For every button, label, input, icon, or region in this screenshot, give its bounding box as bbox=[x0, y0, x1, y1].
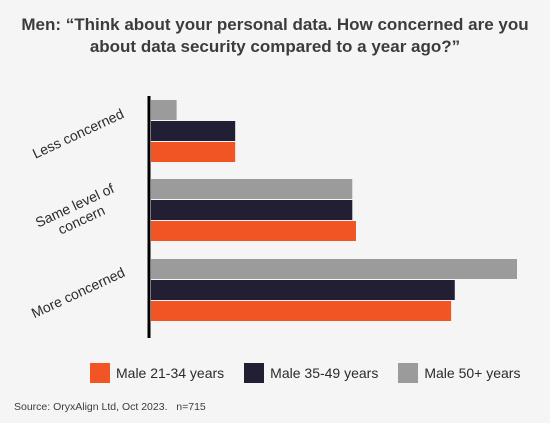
legend-item-male-35-49: Male 35-49 years bbox=[244, 363, 378, 383]
category-label-same-level-of-concern: Same level ofconcern bbox=[33, 180, 123, 245]
category-label-less-concerned: Less concerned bbox=[30, 105, 126, 161]
source-text: Source: OryxAlign Ltd, Oct 2023. bbox=[14, 401, 168, 413]
sample-size: n=715 bbox=[176, 401, 206, 413]
legend-label-male-35-49: Male 35-49 years bbox=[270, 365, 379, 381]
chart-title-line-2: about data security compared to a year a… bbox=[89, 37, 461, 56]
bar-less-concerned-male-50-years bbox=[151, 100, 177, 120]
category-label-more-concerned: More concerned bbox=[29, 264, 127, 321]
legend-item-male-50-plus: Male 50+ years bbox=[398, 363, 520, 383]
chart-title: Men: “Think about your personal data. Ho… bbox=[0, 14, 550, 58]
bar-group-more-concerned bbox=[151, 259, 517, 321]
bar-group-less-concerned bbox=[151, 100, 236, 162]
legend-label-male-21-34: Male 21-34 years bbox=[116, 365, 225, 381]
chart-legend: Male 21-34 years Male 35-49 years Male 5… bbox=[90, 363, 540, 383]
bar-more-concerned-male-21-34-years bbox=[151, 301, 452, 321]
bar-more-concerned-male-35-49-years bbox=[151, 280, 455, 300]
bar-group-same-level-of-concern bbox=[151, 179, 356, 241]
legend-swatch-male-35-49 bbox=[244, 363, 265, 383]
bar-same-level-of-concern-male-35-49-years bbox=[151, 200, 353, 220]
bar-less-concerned-male-21-34-years bbox=[151, 142, 236, 162]
legend-swatch-male-50-plus bbox=[398, 363, 419, 383]
bar-more-concerned-male-50-years bbox=[151, 259, 517, 279]
source-note: Source: OryxAlign Ltd, Oct 2023. n=715 bbox=[14, 401, 206, 413]
bar-same-level-of-concern-male-21-34-years bbox=[151, 221, 356, 241]
bar-same-level-of-concern-male-50-years bbox=[151, 179, 353, 199]
legend-item-male-21-34: Male 21-34 years bbox=[90, 363, 224, 383]
legend-swatch-male-21-34 bbox=[90, 363, 110, 383]
chart-title-line-1: Men: “Think about your personal data. Ho… bbox=[21, 15, 529, 34]
legend-label-male-50-plus: Male 50+ years bbox=[424, 365, 521, 381]
bar-less-concerned-male-35-49-years bbox=[151, 121, 236, 141]
